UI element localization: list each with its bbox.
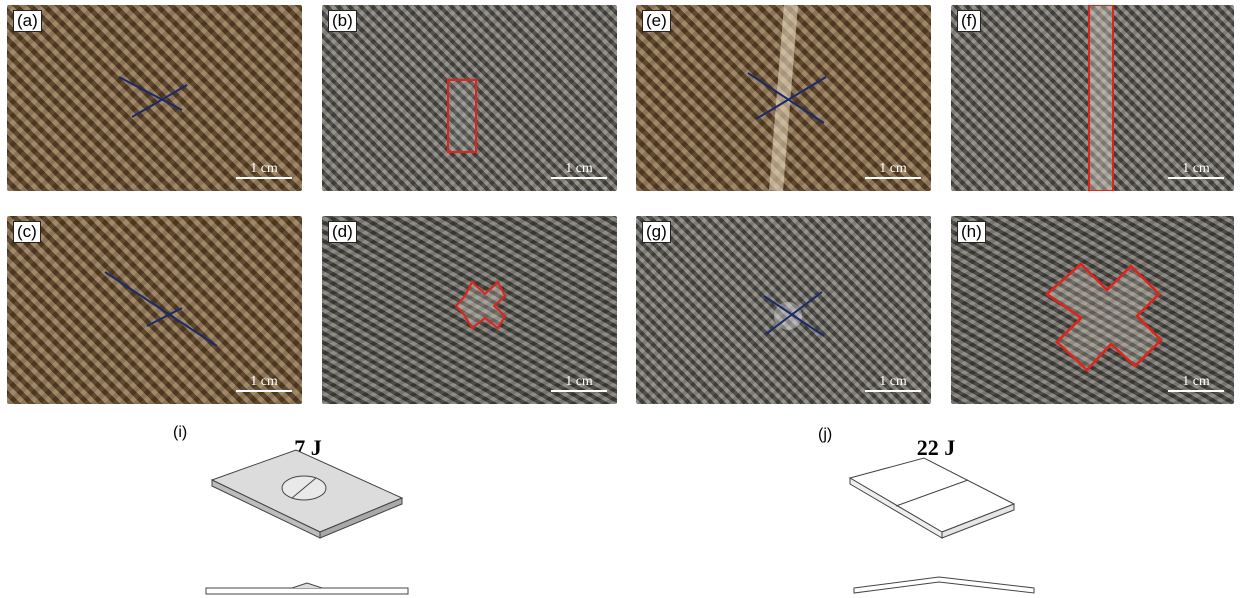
damage-outline: [454, 280, 507, 330]
damage-outline: [447, 79, 477, 153]
panel-label: (h): [957, 221, 986, 243]
subfigure-label-j: (j): [818, 426, 833, 443]
scale-bar: 1 cm: [865, 375, 921, 392]
fe-model-7j: [205, 449, 409, 595]
scale-bar: 1 cm: [236, 375, 292, 392]
subfigure-label-i: (i): [173, 424, 188, 441]
panel-label: (d): [328, 221, 357, 243]
damage-outline: [1088, 5, 1114, 191]
panel-label: (f): [957, 10, 982, 32]
photo-panel-b: (b) 1 cm: [322, 5, 617, 191]
panel-label: (a): [13, 10, 42, 32]
photo-panel-d: (d) 1 cm: [322, 216, 617, 404]
cross-marker: [118, 76, 188, 118]
damage-outline: [1044, 262, 1163, 372]
scale-bar: 1 cm: [236, 162, 292, 179]
scale-bar: 1 cm: [551, 162, 607, 179]
cross-marker: [763, 291, 825, 337]
cross-marker: [747, 5, 827, 191]
scale-bar: 1 cm: [1168, 375, 1224, 392]
panel-label: (c): [13, 221, 41, 243]
panel-label: (g): [642, 221, 671, 243]
photo-panel-g: (g) 1 cm: [636, 216, 931, 404]
photo-panel-f: (f) 1 cm: [951, 5, 1234, 191]
photo-panel-c: (c) 1 cm: [7, 216, 302, 404]
scale-bar: 1 cm: [551, 375, 607, 392]
panel-label: (b): [328, 10, 357, 32]
panel-label: (e): [642, 10, 671, 32]
photo-panel-h: (h) 1 cm: [951, 216, 1234, 404]
scale-bar: 1 cm: [1168, 162, 1224, 179]
cross-marker: [104, 271, 218, 347]
photo-panel-e: (e) 1 cm: [636, 5, 931, 191]
photo-panel-a: (a) 1 cm: [7, 5, 302, 191]
scale-bar: 1 cm: [865, 162, 921, 179]
impact-energy-title: 22 J: [916, 435, 956, 460]
fe-model-22j: [848, 457, 1035, 594]
